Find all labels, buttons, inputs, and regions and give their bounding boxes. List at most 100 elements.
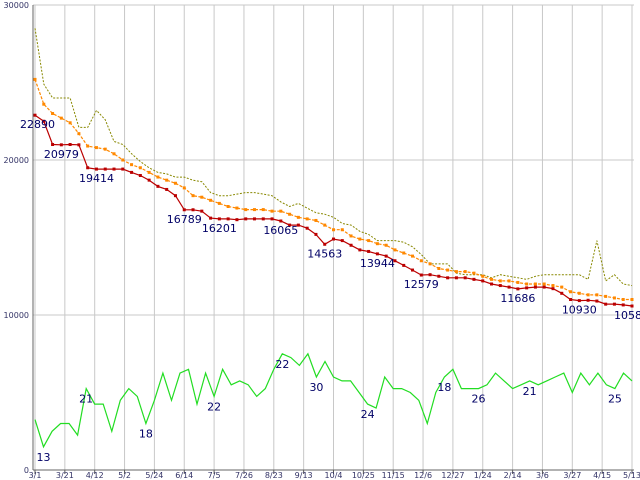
price-point-11 [130,170,134,174]
x-tick-label-5-2: 5/2 [118,471,131,480]
price-point-42 [402,263,406,267]
moving-average-point-13 [147,170,151,174]
price-point-27 [270,217,274,221]
moving-average-point-54 [507,279,511,283]
moving-average-point-17 [182,186,186,190]
moving-average-point-41 [393,248,397,252]
moving-average-point-24 [244,208,248,212]
moving-average-point-4 [68,121,72,125]
price-point-50 [472,277,476,281]
moving-average-point-1 [42,102,46,106]
moving-average-point-28 [279,209,283,213]
x-tick-label-3-1: 3/1 [29,471,42,480]
price-point-54 [507,285,511,289]
price-point-52 [490,282,494,286]
moving-average-point-48 [454,270,458,274]
moving-average-point-47 [446,268,450,272]
price-point-34 [332,237,335,241]
moving-average-point-0 [33,77,37,81]
moving-average-point-66 [612,296,616,300]
moving-average-point-42 [402,251,406,255]
price-label-16065: 16065 [263,224,298,237]
moving-average-point-10 [121,158,125,162]
price-point-45 [428,273,432,277]
moving-average-point-3 [59,116,63,120]
price-label-16789: 16789 [167,213,202,226]
x-tick-label-10-25: 10/25 [352,471,375,480]
x-tick-label-10-4: 10/4 [325,471,343,480]
price-point-57 [533,285,537,289]
moving-average-point-43 [411,254,415,258]
price-point-17 [182,208,186,212]
volume-label-21-6: 21 [79,393,93,406]
moving-average-point-18 [191,194,195,198]
volume-label-30-33: 30 [309,381,323,394]
price-point-36 [349,243,353,247]
series-line-volume [34,352,633,449]
price-label-10580: 10580 [614,309,640,322]
moving-average-point-19 [200,195,204,199]
x-tick-label-5-13: 5/13 [623,471,640,480]
x-tick-label-7-5: 7/5 [208,471,221,480]
series-line-upper-band [34,28,633,287]
moving-average-point-53 [498,279,502,283]
moving-average-point-5 [77,132,81,136]
x-tick-label-4-15: 4/15 [593,471,611,480]
price-label-20979: 20979 [44,148,79,161]
volume-label-24-39: 24 [361,408,375,421]
volume-label-13-1: 13 [37,451,51,464]
x-tick-label-3-21: 3/21 [56,471,74,480]
x-tick-label-7-26: 7/26 [235,471,253,480]
price-point-8 [103,167,107,171]
price-point-0 [33,113,37,117]
moving-average-point-2 [51,112,55,115]
moving-average-point-35 [340,228,344,232]
volume-label-26-52: 26 [471,393,485,406]
price-point-53 [498,284,502,288]
price-label-12579: 12579 [404,278,439,291]
price-point-15 [165,187,169,191]
price-point-58 [542,285,546,289]
price-point-37 [358,248,362,252]
price-point-35 [340,239,344,243]
price-point-30 [296,223,300,227]
price-point-5 [77,143,81,147]
x-tick-label-1-24: 1/24 [474,471,492,480]
moving-average-point-68 [630,298,634,301]
price-point-28 [279,219,283,223]
moving-average-point-33 [323,223,327,227]
moving-average-point-36 [349,234,353,238]
x-tick-label-4-12: 4/12 [86,471,104,480]
y-tick-label-30000: 30000 [4,1,29,10]
moving-average-point-67 [621,298,625,301]
price-point-60 [560,291,564,295]
moving-average-point-27 [270,209,274,213]
moving-average-point-26 [261,208,265,212]
moving-average-point-34 [332,228,335,232]
price-point-43 [411,268,415,272]
price-label-16201: 16201 [202,222,237,235]
moving-average-point-40 [384,243,388,247]
moving-average-point-44 [419,259,423,263]
moving-average-point-15 [165,178,169,182]
price-point-33 [323,242,327,246]
price-point-38 [367,249,371,253]
moving-average-point-22 [226,205,230,208]
moving-average-point-12 [138,166,142,170]
x-tick-label-11-15: 11/15 [382,471,405,480]
price-point-9 [112,167,116,171]
price-point-66 [612,302,616,306]
moving-average-point-38 [367,239,371,243]
moving-average-point-23 [235,206,239,210]
moving-average-point-64 [595,293,599,297]
price-point-49 [463,276,467,280]
x-tick-label-2-14: 2/14 [504,471,522,480]
moving-average-point-31 [305,217,309,221]
price-point-62 [577,299,581,303]
moving-average-point-20 [209,198,213,202]
moving-average-point-29 [288,212,292,216]
moving-average-point-59 [551,284,555,288]
price-point-47 [446,276,450,280]
